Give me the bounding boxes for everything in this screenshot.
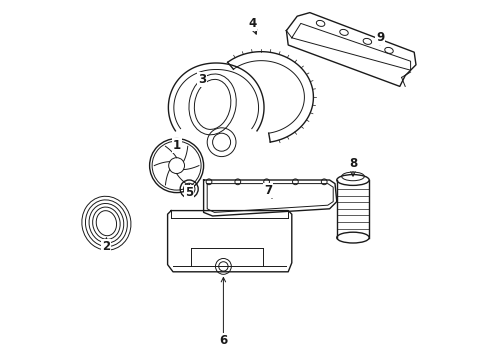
- Text: 8: 8: [349, 157, 357, 170]
- Text: 1: 1: [172, 139, 181, 152]
- Text: 3: 3: [198, 73, 206, 86]
- Text: 2: 2: [102, 240, 110, 253]
- Text: 6: 6: [220, 334, 227, 347]
- Text: 7: 7: [264, 184, 272, 197]
- Text: 4: 4: [248, 17, 256, 30]
- Text: 5: 5: [185, 186, 194, 199]
- Text: 9: 9: [376, 31, 384, 44]
